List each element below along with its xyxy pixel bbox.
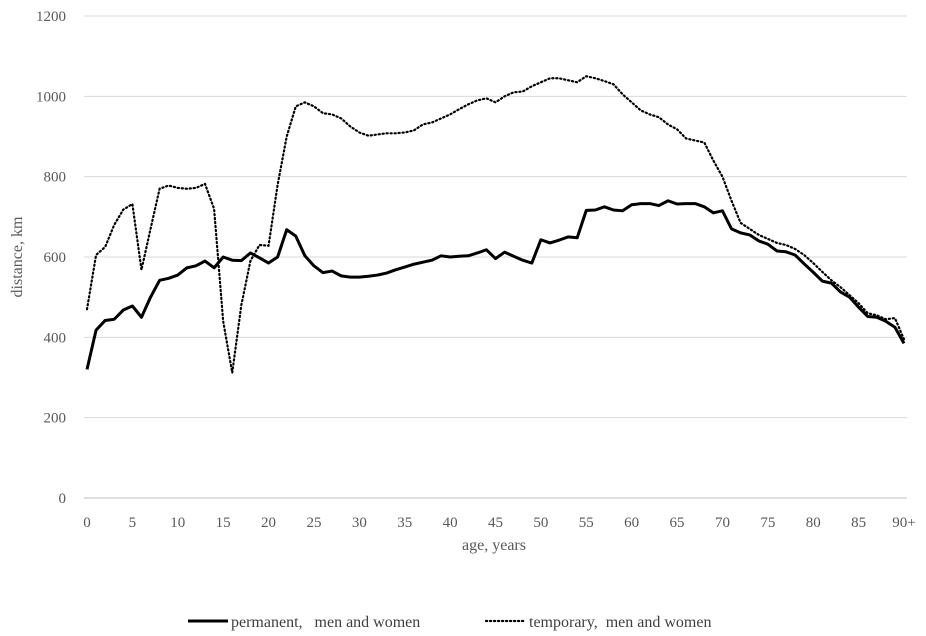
y-tick-label-600: 600	[44, 250, 67, 266]
y-tick-label-0: 0	[59, 491, 67, 507]
y-tick-labels: 0 200 400 600 800 1000 1200	[36, 9, 66, 507]
x-tick-label-35: 35	[397, 515, 412, 531]
x-tick-label-75: 75	[760, 515, 775, 531]
x-tick-label-5: 5	[129, 515, 137, 531]
y-tick-label-1000: 1000	[36, 89, 66, 105]
y-axis-title: distance, km	[9, 216, 26, 297]
series-line-permanent	[85, 199, 906, 370]
x-axis-title: age, years	[462, 537, 526, 554]
x-tick-label-15: 15	[216, 515, 231, 531]
legend-label-permanent: permanent, men and women	[231, 614, 420, 631]
x-tick-label-65: 65	[670, 515, 685, 531]
x-tick-label-45: 45	[488, 515, 503, 531]
x-tick-labels: 0 5 10 15 20 25 30 35 40 45 50 55 60 65 70 75 80 85 90+	[83, 515, 915, 531]
x-tick-label-30: 30	[352, 515, 367, 531]
legend-label-temporary: temporary, men and women	[529, 614, 711, 631]
x-tick-label-50: 50	[533, 515, 548, 531]
legend: permanent, men and women temporary, men …	[188, 614, 711, 631]
y-tick-label-200: 200	[44, 411, 67, 427]
x-tick-label-40: 40	[443, 515, 458, 531]
x-tick-label-20: 20	[261, 515, 276, 531]
y-tick-label-400: 400	[44, 330, 67, 346]
x-tick-label-10: 10	[170, 515, 185, 531]
gridlines	[84, 15, 907, 499]
x-tick-label-85: 85	[851, 515, 866, 531]
x-tick-label-90+: 90+	[892, 515, 915, 531]
y-tick-label-800: 800	[44, 170, 67, 186]
x-tick-label-80: 80	[806, 515, 821, 531]
x-tick-label-60: 60	[624, 515, 639, 531]
series-line-temporary	[85, 75, 906, 374]
x-tick-label-0: 0	[83, 515, 91, 531]
y-tick-label-1200: 1200	[36, 9, 66, 25]
x-tick-label-25: 25	[306, 515, 321, 531]
series-lines	[85, 75, 906, 374]
x-tick-label-55: 55	[579, 515, 594, 531]
x-tick-label-70: 70	[715, 515, 730, 531]
